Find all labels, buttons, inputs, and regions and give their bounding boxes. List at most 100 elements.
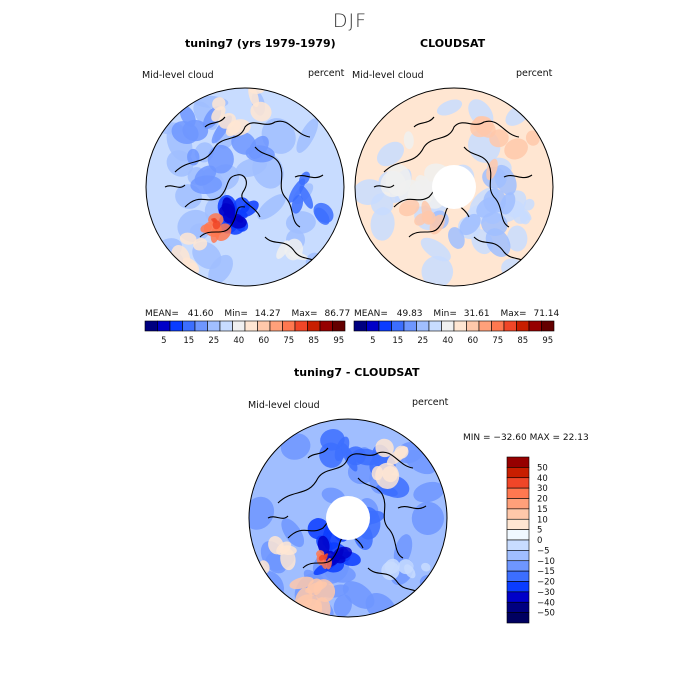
colorbar-swatch bbox=[391, 320, 405, 332]
map-field bbox=[355, 88, 553, 286]
diff-colorbar-tick-label: 30 bbox=[537, 484, 548, 494]
diff-colorbar-swatch bbox=[506, 591, 530, 603]
colorbar-swatch bbox=[441, 320, 455, 332]
diff-colorbar-swatch bbox=[506, 467, 530, 479]
max-value: 86.77 bbox=[324, 309, 351, 319]
diff-colorbar-tick-label: 0 bbox=[537, 536, 542, 546]
colorbar-tick-label: 95 bbox=[333, 336, 344, 346]
panel-1-units-label: percent bbox=[308, 68, 345, 79]
panel-1-stats: MEAN= 41.60 Min= 14.27 Max= 86.77 bbox=[145, 309, 350, 319]
coastline bbox=[397, 505, 427, 510]
diff-colorbar-swatch bbox=[506, 529, 530, 541]
colorbar-swatch bbox=[366, 320, 380, 332]
coastline bbox=[254, 146, 301, 228]
colorbar-swatch bbox=[319, 320, 333, 332]
diff-colorbar-swatch bbox=[506, 601, 530, 613]
colorbar-swatch bbox=[503, 320, 517, 332]
colorbar-swatch bbox=[378, 320, 392, 332]
diff-colorbar-tick-label: −5 bbox=[537, 546, 550, 556]
coastline bbox=[294, 174, 324, 179]
panel-1-polar-map bbox=[145, 87, 345, 287]
diff-colorbar-swatch bbox=[506, 550, 530, 562]
panel-1-title: tuning7 (yrs 1979-1979) bbox=[185, 37, 336, 50]
colorbar-tick-label: 25 bbox=[417, 336, 428, 346]
colorbar-tick-label: 15 bbox=[183, 336, 194, 346]
diff-colorbar-tick-label: −30 bbox=[537, 588, 555, 598]
colorbar-swatch bbox=[157, 320, 171, 332]
diff-colorbar-swatch bbox=[506, 456, 530, 468]
colorbar-swatch bbox=[182, 320, 196, 332]
min-value: 31.61 bbox=[463, 309, 490, 319]
coastline bbox=[184, 174, 261, 218]
diff-panel-units-label: percent bbox=[412, 397, 449, 408]
colorbar-swatch bbox=[453, 320, 467, 332]
diff-colorbar-tick-label: 50 bbox=[537, 463, 548, 473]
panel-2-variable-label: Mid-level cloud bbox=[352, 70, 424, 81]
coastline bbox=[413, 116, 435, 128]
coastline bbox=[204, 116, 226, 128]
coastline bbox=[174, 120, 311, 173]
colorbar-tick-label: 95 bbox=[542, 336, 553, 346]
colorbar-tick-label: 40 bbox=[442, 336, 453, 346]
colorbar-tick-label: 5 bbox=[161, 336, 166, 346]
colorbar-tick-label: 75 bbox=[283, 336, 294, 346]
diff-colorbar-swatch bbox=[506, 518, 530, 530]
colorbar-swatch bbox=[491, 320, 505, 332]
max-label: Max= bbox=[500, 309, 527, 319]
colorbar-swatch bbox=[528, 320, 542, 332]
polar-data-gap bbox=[326, 496, 370, 540]
panel-2-title: CLOUDSAT bbox=[420, 37, 486, 50]
panel-2-polar-map bbox=[354, 87, 554, 287]
diff-panel-title: tuning7 - CLOUDSAT bbox=[294, 366, 420, 379]
colorbar-swatch bbox=[541, 320, 555, 332]
coastline bbox=[463, 146, 510, 228]
diff-colorbar-tick-label: 20 bbox=[537, 495, 548, 505]
colorbar-swatch bbox=[244, 320, 258, 332]
mean-value: 49.83 bbox=[396, 309, 423, 319]
colorbar-swatch bbox=[307, 320, 321, 332]
diff-colorbar-swatch bbox=[506, 581, 530, 593]
map-boundary bbox=[145, 87, 345, 287]
mean-label: MEAN= bbox=[145, 309, 179, 319]
panel-1-colorbar: 5 15 25 40 60 75 85 95 bbox=[144, 320, 346, 346]
colorbar-tick-label: 85 bbox=[308, 336, 319, 346]
coastline bbox=[357, 477, 404, 559]
colorbar-swatch bbox=[219, 320, 233, 332]
colorbar-swatch bbox=[353, 320, 367, 332]
mean-value: 41.60 bbox=[187, 309, 214, 319]
diff-colorbar-swatch bbox=[506, 498, 530, 510]
colorbar-tick-label: 40 bbox=[233, 336, 244, 346]
colorbar-swatch bbox=[257, 320, 271, 332]
figure-title: DJF bbox=[332, 10, 368, 32]
min-label: Min= bbox=[224, 309, 248, 319]
colorbar-swatch bbox=[232, 320, 246, 332]
map-boundary bbox=[354, 87, 554, 287]
colorbar-swatch bbox=[282, 320, 296, 332]
diff-minmax-text: MIN = −32.60 MAX = 22.13 bbox=[463, 433, 589, 443]
diff-colorbar-tick-label: 5 bbox=[537, 526, 542, 536]
max-value: 71.14 bbox=[533, 309, 560, 319]
coastline bbox=[383, 120, 520, 173]
coastline bbox=[164, 184, 186, 188]
diff-colorbar-tick-label: −40 bbox=[537, 598, 555, 608]
colorbar-swatch bbox=[332, 320, 346, 332]
diff-colorbar-tick-label: 15 bbox=[537, 505, 548, 515]
diff-panel-variable-label: Mid-level cloud bbox=[248, 400, 320, 411]
panel-2-colorbar: 5 15 25 40 60 75 85 95 bbox=[353, 320, 555, 346]
colorbar-swatch bbox=[428, 320, 442, 332]
mean-label: MEAN= bbox=[354, 309, 388, 319]
colorbar-swatch bbox=[194, 320, 208, 332]
colorbar-swatch bbox=[416, 320, 430, 332]
diff-colorbar-tick-label: 10 bbox=[537, 515, 548, 525]
diff-colorbar-swatch bbox=[506, 539, 530, 551]
colorbar-swatch bbox=[169, 320, 183, 332]
coastline bbox=[267, 515, 289, 519]
panel-1-variable-label: Mid-level cloud bbox=[142, 70, 214, 81]
map-boundary bbox=[248, 418, 448, 618]
diff-polar-map bbox=[248, 418, 448, 618]
diff-colorbar-swatch bbox=[506, 612, 530, 624]
diff-colorbar-swatch bbox=[506, 487, 530, 499]
diff-colorbar-tick-label: −10 bbox=[537, 557, 555, 567]
diff-colorbar-tick-label: 40 bbox=[537, 474, 548, 484]
